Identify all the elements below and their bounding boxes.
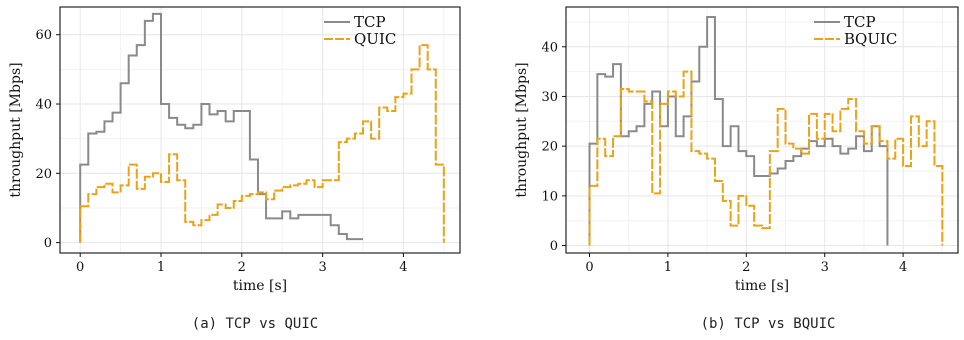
series-line-tcp	[588, 15, 889, 246]
legend-label-quic: QUIC	[354, 30, 396, 48]
x-axis-label: time [s]	[735, 278, 789, 294]
figure-caption: (a) TCP vs QUIC	[192, 316, 318, 332]
y-tick-label: 0	[44, 236, 52, 251]
x-tick-label: 4	[899, 260, 907, 275]
y-axis-label: throughput [Mbps]	[514, 62, 530, 197]
x-tick-label: 0	[585, 260, 593, 275]
x-tick-label: 1	[664, 260, 672, 275]
x-tick-label: 2	[742, 260, 750, 275]
series-line-bquic	[588, 70, 944, 246]
y-tick-label: 20	[541, 140, 558, 155]
y-tick-label: 60	[35, 28, 52, 43]
x-tick-label: 2	[238, 260, 246, 275]
legend-label-tcp: TCP	[844, 13, 876, 31]
series-line-tcp	[79, 12, 364, 243]
y-tick-label: 20	[35, 167, 52, 182]
figure-caption: (b) TCP vs BQUIC	[701, 316, 836, 332]
y-tick-label: 10	[541, 189, 558, 204]
x-tick-label: 4	[399, 260, 407, 275]
x-tick-label: 3	[318, 260, 326, 275]
x-tick-label: 3	[821, 260, 829, 275]
series-line-quic	[79, 44, 445, 243]
y-tick-label: 0	[550, 239, 558, 254]
x-axis-label: time [s]	[233, 278, 287, 294]
legend-label-tcp: TCP	[354, 13, 386, 31]
y-axis-label: throughput [Mbps]	[8, 62, 24, 197]
axes-frame	[59, 6, 461, 254]
y-tick-label: 40	[35, 98, 52, 113]
plot-area	[566, 7, 958, 253]
y-tick-label: 30	[541, 90, 558, 105]
x-tick-label: 0	[76, 260, 84, 275]
plot-area	[60, 7, 460, 253]
legend-label-bquic: BQUIC	[844, 30, 897, 48]
x-tick-label: 1	[157, 260, 165, 275]
axes-frame	[565, 6, 959, 254]
y-tick-label: 40	[541, 40, 558, 55]
